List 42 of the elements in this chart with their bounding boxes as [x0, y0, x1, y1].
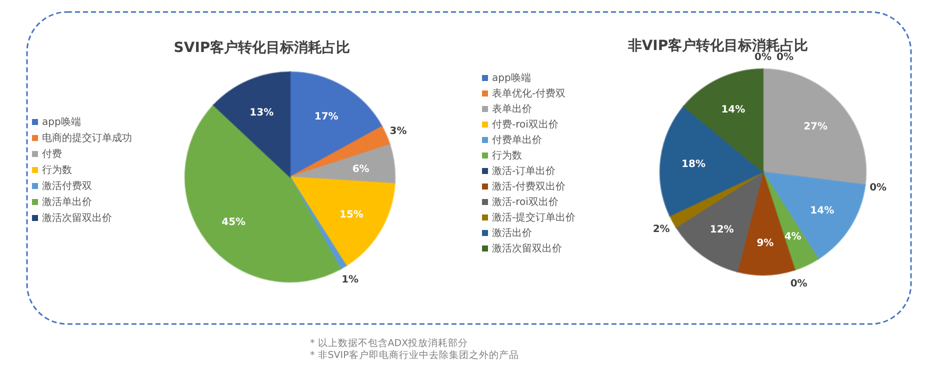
data-label: 6%: [352, 164, 370, 176]
legend-label: 激活出价: [492, 227, 532, 239]
legend-label: 付费: [42, 148, 62, 160]
data-label: 0%: [776, 52, 794, 63]
legend-label: 激活次留双出价: [42, 212, 112, 224]
chart-title: 非VIP客户转化目标消耗占比: [626, 37, 808, 54]
data-label: 1%: [342, 274, 359, 286]
legend-label: 激活单出价: [42, 196, 92, 208]
legend-label: 表单优化-付费双: [492, 88, 566, 100]
legend-label: 激活-付费双出价: [492, 180, 566, 192]
data-label: 15%: [340, 209, 364, 220]
data-label: 0%: [790, 278, 808, 290]
data-label: 0%: [870, 182, 887, 194]
chart-title: SVIP客户转化目标消耗占比: [174, 39, 350, 56]
data-label: 3%: [390, 126, 407, 138]
legend-label: 激活次留双出价: [492, 242, 562, 254]
data-label: 0%: [754, 52, 772, 63]
data-label: 18%: [682, 159, 706, 170]
legend-label: 表单出价: [492, 103, 532, 115]
legend-label: app唤端: [492, 72, 531, 84]
legend-label: 激活-提交订单出价: [492, 212, 576, 224]
data-label: 9%: [756, 238, 774, 249]
text: * 以上数据不包含ADX投放消耗部分: [310, 337, 468, 349]
legend-label: 激活-roi双出价: [492, 196, 558, 208]
legend-label: 行为数: [42, 164, 72, 176]
data-label: 4%: [784, 231, 802, 242]
text: * 非SVIP客户即电商行业中去除集团之外的产品: [310, 349, 519, 361]
legend-label: 电商的提交订单成功: [42, 132, 132, 144]
legend-label: app唤端: [42, 116, 81, 128]
legend-label: 行为数: [492, 150, 522, 162]
data-label: 27%: [804, 122, 828, 133]
data-label: 2%: [652, 224, 670, 235]
data-label: 12%: [710, 224, 734, 236]
legend-label: 激活-订单出价: [492, 165, 556, 177]
data-label: 13%: [250, 107, 274, 118]
data-label: 14%: [721, 104, 746, 116]
data-label: 17%: [314, 112, 338, 123]
data-label: 14%: [810, 206, 834, 217]
data-label: 45%: [222, 216, 246, 228]
legend-label: 激活付费双: [42, 180, 92, 192]
legend-label: 付费-roi双出价: [492, 118, 558, 130]
legend-label: 付费单出价: [492, 134, 542, 146]
